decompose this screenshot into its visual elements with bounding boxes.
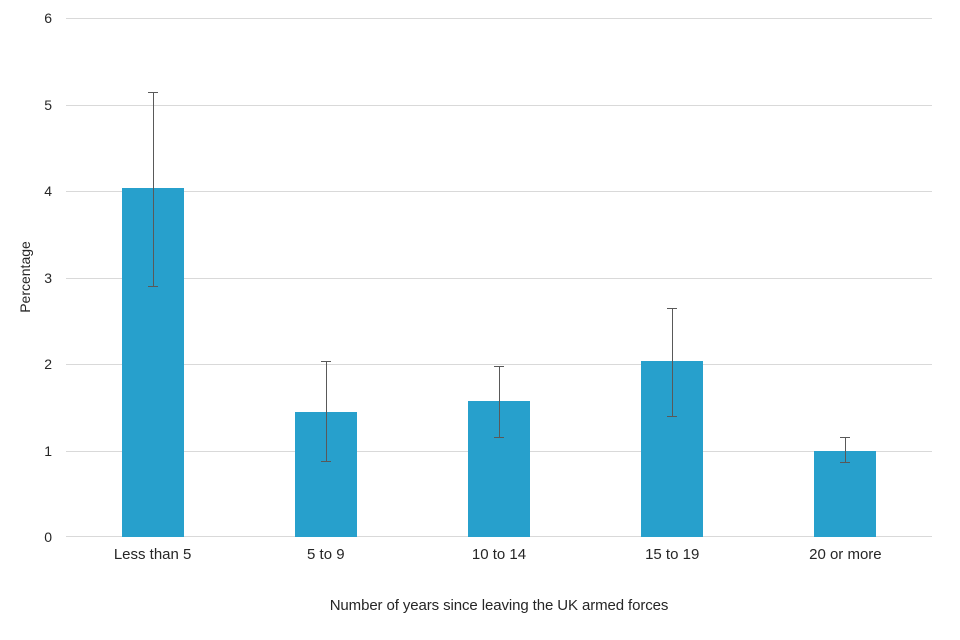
gridline [66,191,932,192]
gridline [66,104,932,106]
error-bar-cap-top [320,361,331,363]
y-tick-label: 3 [44,269,52,286]
gridline [66,277,932,279]
error-bar-cap-bottom [494,436,504,438]
y-tick-label: 1 [44,442,52,459]
x-tick-label: 5 to 9 [307,546,345,563]
error-bar-line [499,365,500,437]
x-tick-label: 20 or more [809,546,882,563]
gridline [66,18,932,19]
x-tick-label: 10 to 14 [471,546,527,563]
x-tick-label: Less than 5 [113,546,192,563]
x-axis-title: Number of years since leaving the UK arm… [329,597,669,614]
y-tick-label: 0 [44,529,52,545]
y-tick-label: 4 [44,183,52,199]
error-bar-cap-bottom [840,461,851,463]
gridline [66,364,932,365]
error-bar-line [152,91,154,287]
error-bar-cap-top [840,436,851,438]
y-tick-label: 5 [44,96,52,113]
y-tick-label: 2 [44,356,52,372]
error-bar-cap-bottom [147,286,158,288]
bar [814,450,877,537]
error-bar-cap-bottom [667,415,678,417]
plot-area [66,18,932,537]
error-bar-cap-bottom [320,460,331,462]
error-bar-line [672,307,674,416]
error-bar-line [325,361,327,461]
x-tick-label: 15 to 19 [645,546,700,563]
error-bar-line [845,436,847,462]
error-bar-cap-top [147,91,158,93]
error-bar-cap-top [494,365,504,367]
y-tick-label: 6 [44,10,52,26]
error-bar-cap-top [667,307,678,309]
